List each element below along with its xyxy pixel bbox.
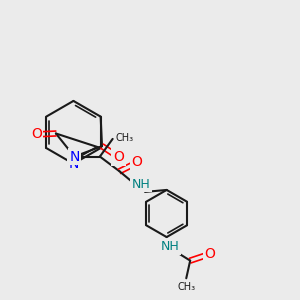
Text: CH₃: CH₃ xyxy=(116,133,134,143)
Text: O: O xyxy=(113,150,124,164)
Text: CH₃: CH₃ xyxy=(177,282,195,292)
Text: NH: NH xyxy=(132,178,151,190)
Text: O: O xyxy=(31,128,42,141)
Text: O: O xyxy=(132,155,142,170)
Text: NH: NH xyxy=(161,240,180,254)
Text: N: N xyxy=(68,157,79,171)
Text: N: N xyxy=(69,150,80,164)
Text: O: O xyxy=(204,247,215,261)
